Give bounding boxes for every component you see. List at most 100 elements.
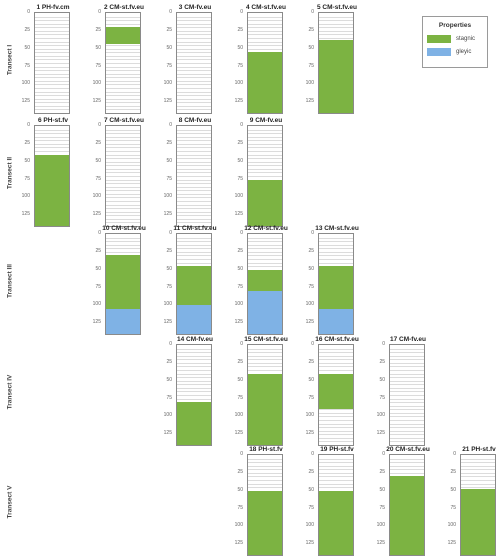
depth-gridline <box>35 143 69 145</box>
depth-gridline <box>35 147 69 149</box>
depth-tick-label: 75 <box>24 175 30 182</box>
profile-column <box>247 12 283 114</box>
depth-tick-label: 125 <box>163 98 172 105</box>
depth-gridline <box>248 241 282 243</box>
depth-gridline <box>177 370 211 371</box>
depth-tick-label: 0 <box>453 451 456 457</box>
profile-column <box>460 454 496 556</box>
depth-gridline <box>106 63 140 64</box>
depth-tick-label: 0 <box>169 9 172 15</box>
depth-gridline <box>390 366 424 368</box>
depth-tick-label: 0 <box>240 230 243 236</box>
depth-gridline <box>248 465 282 467</box>
depth-gridline <box>177 398 211 400</box>
depth-gridline <box>106 66 140 68</box>
depth-gridline <box>461 472 495 474</box>
legend-label-stagnic: stagnic <box>456 36 476 42</box>
depth-tick-label: 25 <box>166 247 172 254</box>
depth-gridline <box>177 52 211 54</box>
depth-gridline <box>177 109 211 111</box>
profile-column <box>105 12 141 114</box>
depth-gridline <box>461 458 495 460</box>
stagnic-horizon <box>461 489 495 555</box>
depth-gridline <box>248 30 282 32</box>
profile-title: 6 PH-st.fv <box>38 117 68 124</box>
depth-gridline <box>177 218 211 220</box>
depth-gridline <box>390 412 424 414</box>
depth-gridline <box>248 45 282 47</box>
depth-gridline <box>106 197 140 199</box>
depth-gridline <box>35 16 69 18</box>
depth-gridline <box>177 201 211 202</box>
depth-gridline <box>106 158 140 160</box>
depth-gridline <box>177 27 211 29</box>
depth-tick-label: 0 <box>98 9 101 15</box>
depth-gridline <box>106 215 140 217</box>
depth-gridline <box>248 165 282 167</box>
depth-gridline <box>177 165 211 167</box>
legend-swatch-gleyic <box>427 48 451 56</box>
depth-gridline <box>106 16 140 18</box>
depth-gridline <box>35 105 69 107</box>
depth-gridline <box>106 20 140 22</box>
depth-tick-label: 50 <box>166 265 172 272</box>
depth-gridline <box>35 109 69 111</box>
profile-column <box>176 233 212 335</box>
depth-gridline <box>106 237 140 239</box>
depth-gridline <box>319 348 353 350</box>
depth-gridline <box>177 55 211 57</box>
transect-label: Transect III <box>4 225 16 337</box>
depth-gridline <box>35 80 69 82</box>
depth-tick-label: 50 <box>379 376 385 383</box>
stagnic-horizon <box>106 255 140 309</box>
depth-gridline <box>319 469 353 471</box>
depth-gridline <box>390 462 424 464</box>
depth-tick-label: 100 <box>234 193 243 200</box>
depth-gridline <box>177 20 211 22</box>
depth-gridline <box>106 201 140 202</box>
depth-gridline <box>35 84 69 86</box>
depth-gridline <box>177 366 211 368</box>
depth-tick-label: 100 <box>234 80 243 87</box>
depth-gridline <box>106 154 140 156</box>
depth-gridline <box>35 88 69 89</box>
depth-tick-label: 75 <box>166 394 172 401</box>
depth-tick-label: 125 <box>376 540 385 547</box>
depth-gridline <box>390 384 424 386</box>
depth-gridline <box>177 66 211 68</box>
depth-gridline <box>248 161 282 163</box>
depth-gridline <box>177 38 211 39</box>
depth-gridline <box>177 105 211 107</box>
soil-profile: 11 CM-st.fv.eu 0 25 50 75 100 125 <box>142 225 217 337</box>
depth-tick-label: 100 <box>234 412 243 419</box>
profile-title: 18 PH-st.fv <box>249 446 283 453</box>
depth-gridline <box>177 102 211 104</box>
depth-gridline <box>177 208 211 210</box>
depth-gridline <box>106 105 140 107</box>
depth-gridline <box>106 23 140 25</box>
depth-gridline <box>106 165 140 167</box>
depth-gridline <box>177 133 211 135</box>
depth-tick-label: 75 <box>237 283 243 290</box>
depth-tick-label: 75 <box>308 394 314 401</box>
depth-tick-label: 50 <box>95 265 101 272</box>
depth-gridline <box>177 168 211 170</box>
depth-gridline <box>319 462 353 464</box>
depth-gridline <box>106 80 140 82</box>
depth-tick-label: 125 <box>92 319 101 326</box>
depth-gridline <box>177 183 211 185</box>
depth-gridline <box>319 27 353 29</box>
depth-gridline <box>106 176 140 177</box>
profile-title: 3 CM-fv.eu <box>178 4 212 11</box>
depth-tick-label: 50 <box>95 44 101 51</box>
depth-gridline <box>106 193 140 195</box>
depth-tick-label: 0 <box>169 230 172 236</box>
depth-tick-label: 125 <box>92 98 101 105</box>
depth-gridline <box>319 476 353 478</box>
depth-tick-label: 0 <box>311 9 314 15</box>
depth-tick-label: 25 <box>237 358 243 365</box>
depth-gridline <box>106 211 140 213</box>
depth-gridline <box>248 469 282 471</box>
depth-tick-label: 0 <box>240 451 243 457</box>
legend-label-gleyic: gleyic <box>456 49 472 55</box>
